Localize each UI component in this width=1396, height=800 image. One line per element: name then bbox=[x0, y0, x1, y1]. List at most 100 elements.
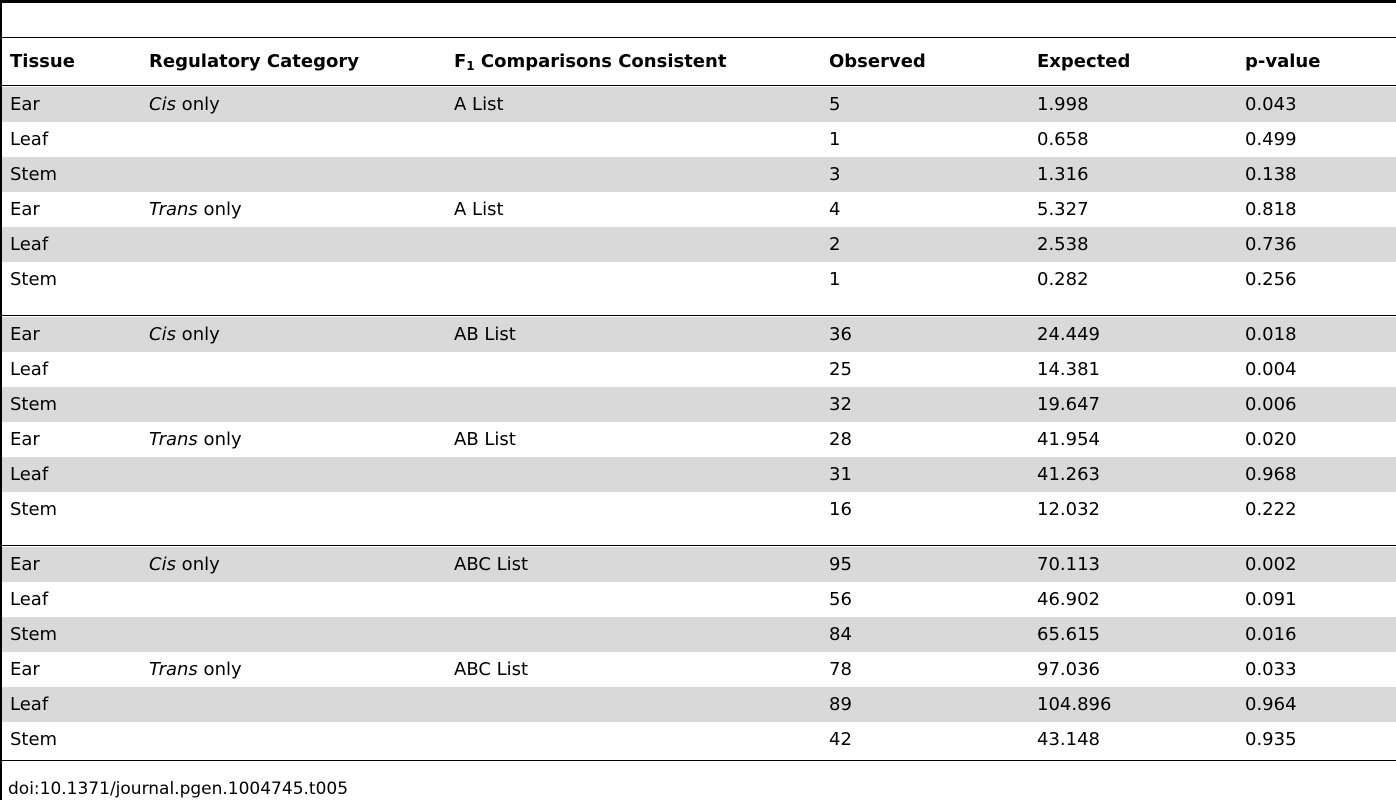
cell-observed: 84 bbox=[829, 624, 852, 645]
cell-regulatory-category: Cis only bbox=[149, 547, 220, 582]
table-row: Leaf 31 41.263 0.968 bbox=[2, 457, 1396, 492]
table-bottom-rule bbox=[2, 760, 1396, 761]
cell-regulatory-category: Trans only bbox=[149, 652, 242, 687]
category-rest: only bbox=[175, 324, 220, 345]
cell-expected: 41.954 bbox=[1037, 429, 1100, 450]
cell-pvalue: 0.043 bbox=[1245, 94, 1297, 115]
cell-tissue: Ear bbox=[10, 94, 40, 115]
cell-tissue: Stem bbox=[10, 499, 58, 520]
cell-observed: 1 bbox=[829, 129, 841, 150]
table-row: Ear Cis only AB List 36 24.449 0.018 bbox=[2, 317, 1396, 352]
group-separator-rule bbox=[2, 545, 1396, 546]
cell-pvalue: 0.016 bbox=[1245, 624, 1297, 645]
table-row: Leaf 89 104.896 0.964 bbox=[2, 687, 1396, 722]
table-row: Ear Cis only A List 5 1.998 0.043 bbox=[2, 87, 1396, 122]
cell-pvalue: 0.002 bbox=[1245, 554, 1297, 575]
cell-expected: 5.327 bbox=[1037, 199, 1089, 220]
category-rest: only bbox=[197, 429, 242, 450]
cell-expected: 19.647 bbox=[1037, 394, 1100, 415]
cell-tissue: Ear bbox=[10, 199, 40, 220]
cell-tissue: Stem bbox=[10, 394, 58, 415]
category-italic-term: Trans bbox=[149, 659, 198, 680]
cell-tissue: Leaf bbox=[10, 464, 49, 485]
cell-list: ABC List bbox=[454, 554, 529, 575]
category-italic-term: Cis bbox=[149, 554, 176, 575]
cell-tissue: Leaf bbox=[10, 694, 49, 715]
table-row: Leaf 1 0.658 0.499 bbox=[2, 122, 1396, 157]
category-rest: only bbox=[175, 94, 220, 115]
table-row: Ear Cis only ABC List 95 70.113 0.002 bbox=[2, 547, 1396, 582]
cell-list: AB List bbox=[454, 324, 516, 345]
cell-list: A List bbox=[454, 199, 504, 220]
cell-list: ABC List bbox=[454, 659, 529, 680]
cell-expected: 70.113 bbox=[1037, 554, 1100, 575]
cell-tissue: Ear bbox=[10, 324, 40, 345]
cell-observed: 31 bbox=[829, 464, 852, 485]
cell-observed: 2 bbox=[829, 234, 841, 255]
header-f1-comparisons: F1 Comparisons Consistent bbox=[454, 38, 726, 85]
table-row: Stem 32 19.647 0.006 bbox=[2, 387, 1396, 422]
category-italic-term: Cis bbox=[149, 324, 176, 345]
cell-tissue: Ear bbox=[10, 429, 40, 450]
category-italic-term: Trans bbox=[149, 429, 198, 450]
cell-expected: 46.902 bbox=[1037, 589, 1100, 610]
doi-caption: doi:10.1371/journal.pgen.1004745.t005 bbox=[8, 779, 349, 799]
cell-observed: 28 bbox=[829, 429, 852, 450]
cell-pvalue: 0.006 bbox=[1245, 394, 1297, 415]
cell-expected: 65.615 bbox=[1037, 624, 1100, 645]
cell-observed: 32 bbox=[829, 394, 852, 415]
header-regulatory-category: Regulatory Category bbox=[149, 51, 359, 72]
header-expected: Expected bbox=[1037, 51, 1131, 72]
cell-pvalue: 0.138 bbox=[1245, 164, 1297, 185]
cell-observed: 4 bbox=[829, 199, 841, 220]
table-header-top-rule bbox=[2, 37, 1396, 38]
header-pvalue: p-value bbox=[1245, 51, 1321, 72]
group-separator-rule bbox=[2, 315, 1396, 316]
cell-expected: 2.538 bbox=[1037, 234, 1089, 255]
table-header-bottom-rule bbox=[2, 85, 1396, 86]
cell-pvalue: 0.091 bbox=[1245, 589, 1297, 610]
table-row: Stem 42 43.148 0.935 bbox=[2, 722, 1396, 757]
cell-expected: 1.998 bbox=[1037, 94, 1089, 115]
cell-tissue: Leaf bbox=[10, 234, 49, 255]
cell-observed: 78 bbox=[829, 659, 852, 680]
cell-tissue: Leaf bbox=[10, 359, 49, 380]
table-row: Leaf 25 14.381 0.004 bbox=[2, 352, 1396, 387]
table-row: Ear Trans only AB List 28 41.954 0.020 bbox=[2, 422, 1396, 457]
cell-observed: 25 bbox=[829, 359, 852, 380]
cell-pvalue: 0.818 bbox=[1245, 199, 1297, 220]
cell-pvalue: 0.020 bbox=[1245, 429, 1297, 450]
cell-tissue: Stem bbox=[10, 624, 58, 645]
table-header: Tissue Regulatory Category F1 Comparison… bbox=[2, 38, 1396, 85]
header-f1-suffix: Comparisons Consistent bbox=[474, 51, 727, 72]
cell-regulatory-category: Trans only bbox=[149, 192, 242, 227]
table-row: Ear Trans only ABC List 78 97.036 0.033 bbox=[2, 652, 1396, 687]
cell-expected: 14.381 bbox=[1037, 359, 1100, 380]
cell-regulatory-category: Cis only bbox=[149, 87, 220, 122]
cell-expected: 12.032 bbox=[1037, 499, 1100, 520]
cell-pvalue: 0.964 bbox=[1245, 694, 1297, 715]
cell-tissue: Stem bbox=[10, 164, 58, 185]
header-f1-subscript: 1 bbox=[466, 59, 475, 73]
header-f1-prefix: F bbox=[454, 51, 467, 72]
cell-observed: 89 bbox=[829, 694, 852, 715]
cell-expected: 43.148 bbox=[1037, 729, 1100, 750]
cell-observed: 56 bbox=[829, 589, 852, 610]
cell-expected: 24.449 bbox=[1037, 324, 1100, 345]
header-observed: Observed bbox=[829, 51, 926, 72]
table-row: Stem 16 12.032 0.222 bbox=[2, 492, 1396, 527]
cell-tissue: Leaf bbox=[10, 129, 49, 150]
header-tissue: Tissue bbox=[10, 51, 75, 72]
cell-pvalue: 0.968 bbox=[1245, 464, 1297, 485]
table-row: Stem 1 0.282 0.256 bbox=[2, 262, 1396, 297]
table-row: Ear Trans only A List 4 5.327 0.818 bbox=[2, 192, 1396, 227]
cell-tissue: Stem bbox=[10, 729, 58, 750]
cell-observed: 3 bbox=[829, 164, 841, 185]
cell-list: A List bbox=[454, 94, 504, 115]
cell-pvalue: 0.935 bbox=[1245, 729, 1297, 750]
category-italic-term: Trans bbox=[149, 199, 198, 220]
cell-observed: 95 bbox=[829, 554, 852, 575]
cell-tissue: Stem bbox=[10, 269, 58, 290]
cell-tissue: Leaf bbox=[10, 589, 49, 610]
